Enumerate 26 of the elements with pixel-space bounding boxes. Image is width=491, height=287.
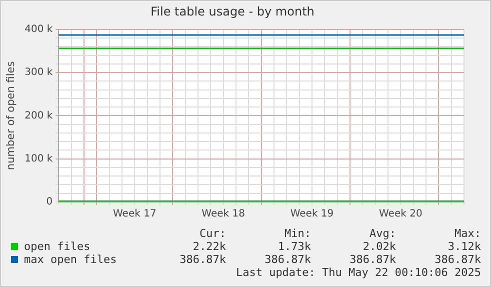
text: 386.87k xyxy=(264,253,311,266)
y-tick-label: 0 xyxy=(46,196,53,208)
text: Cur: xyxy=(198,227,226,240)
text: 386.87k xyxy=(348,253,396,266)
x-tick-label: Week 18 xyxy=(202,208,245,220)
text: 2.02k xyxy=(362,240,396,253)
text: Avg: xyxy=(368,227,396,240)
legend-label: open files xyxy=(23,240,92,253)
text: Min: xyxy=(284,227,311,240)
y-tick-label: 400 k xyxy=(24,24,53,35)
y-tick-label: 100 k xyxy=(24,153,53,164)
legend-label: max open files xyxy=(23,253,118,266)
x-tick-label: Week 17 xyxy=(113,208,156,220)
text: 2.22k xyxy=(192,240,226,253)
chart-title: File table usage - by month xyxy=(150,4,314,18)
y-tick-label: 200 k xyxy=(24,110,53,122)
text: 1.73k xyxy=(276,240,311,253)
y-tick-label: 300 k xyxy=(24,67,53,78)
text: 386.87k xyxy=(178,253,226,266)
x-tick-label: Week 19 xyxy=(290,208,334,220)
text: 386.87k xyxy=(434,253,481,266)
text: Last update: Thu May 22 00:10:06 2025 xyxy=(234,266,482,279)
y-axis-title: number of open files xyxy=(5,61,18,170)
x-tick-label: Week 20 xyxy=(379,208,422,220)
text: Max: xyxy=(454,227,481,240)
text: 3.12k xyxy=(446,240,481,253)
